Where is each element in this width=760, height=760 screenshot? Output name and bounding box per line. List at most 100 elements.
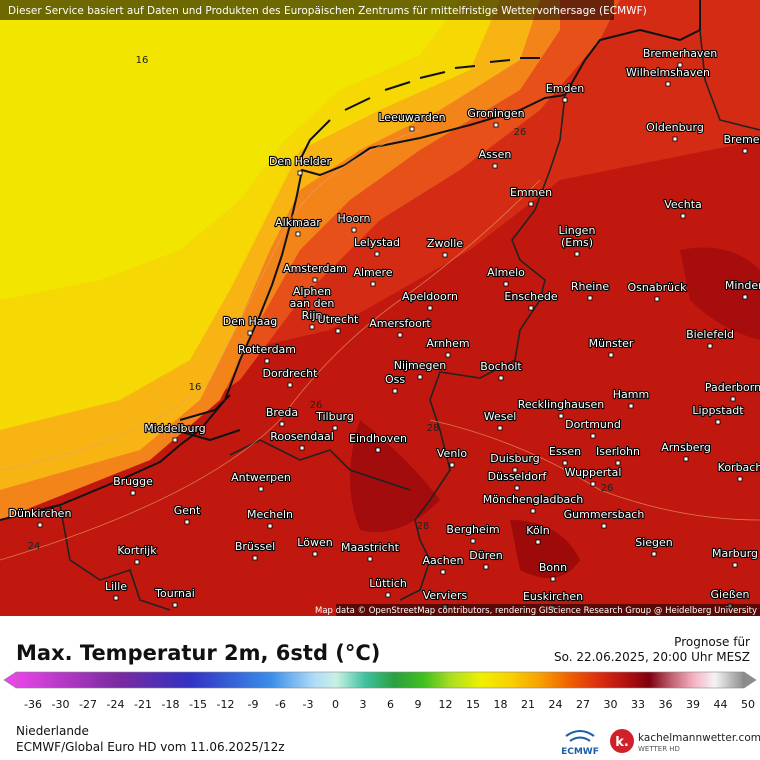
city-label: Löwen <box>297 536 332 549</box>
city-dot <box>172 602 178 608</box>
city-label: Maastricht <box>341 541 400 554</box>
city-label: Kortrijk <box>117 544 157 557</box>
city-dot <box>385 592 391 598</box>
city-label: Essen <box>549 445 581 458</box>
colorbar-tick-label: 27 <box>576 698 590 711</box>
city-label: Recklinghausen <box>518 398 605 411</box>
city-dot <box>654 296 660 302</box>
city-label: Düren <box>469 549 502 562</box>
notice: Dieser Service basiert auf Daten und Pro… <box>8 5 647 17</box>
colorbar-tick-label: 6 <box>387 698 394 711</box>
city-dot <box>677 62 683 68</box>
city-dot <box>503 281 509 287</box>
colorbar-tick-label: -18 <box>162 698 180 711</box>
svg-text:k.: k. <box>615 735 629 750</box>
city-label: Siegen <box>635 536 673 549</box>
city-label: Almelo <box>487 266 525 279</box>
city-label: Amsterdam <box>283 262 347 275</box>
city-dot <box>732 562 738 568</box>
colorbar-tick-label: 18 <box>494 698 508 711</box>
colorbar <box>15 671 745 689</box>
colorbar-end <box>3 671 17 689</box>
brand-sub: WETTER HD <box>638 745 680 753</box>
city-label: Apeldoorn <box>402 290 458 303</box>
city-dot <box>312 277 318 283</box>
city-dot <box>417 374 423 380</box>
city-label: Emmen <box>510 186 552 199</box>
city-label: Marburg <box>712 547 758 560</box>
field <box>680 247 760 340</box>
city-dot <box>279 421 285 427</box>
city-label: Minden <box>725 279 760 292</box>
city-label: Enschede <box>504 290 557 303</box>
colorbar-tick-label: -12 <box>217 698 235 711</box>
city-label: Venlo <box>437 447 467 460</box>
city-dot <box>497 425 503 431</box>
city-dot <box>351 227 357 233</box>
colorbar-tick-label: 21 <box>521 698 535 711</box>
city-label: Gummersbach <box>564 508 645 521</box>
city-label: Roosendaal <box>270 430 334 443</box>
city-dot <box>258 486 264 492</box>
city-label: Arnsberg <box>661 441 711 454</box>
city-label: Assen <box>479 148 512 161</box>
city-dot <box>483 564 489 570</box>
city-dot <box>562 97 568 103</box>
city-dot <box>335 328 341 334</box>
brand-logo[interactable]: k. kachelmannwetter.com WETTER HD <box>610 729 760 753</box>
city-label: Mönchengladbach <box>483 493 583 506</box>
city-label: Brugge <box>113 475 153 488</box>
contour-label: 26 <box>310 400 323 411</box>
city-label: (Ems) <box>561 236 593 249</box>
city-dot <box>332 425 338 431</box>
city-dot <box>252 555 258 561</box>
city-label: Hamm <box>613 388 649 401</box>
city-label: Arnhem <box>426 337 469 350</box>
city-dot <box>558 413 564 419</box>
contour-label: 16 <box>189 382 202 393</box>
field <box>350 420 440 532</box>
field <box>0 0 460 300</box>
city-label: Hoorn <box>337 212 370 225</box>
city-dot <box>247 330 253 336</box>
city-dot <box>574 251 580 257</box>
city-dot <box>440 569 446 575</box>
brand-name[interactable]: kachelmannwetter.com <box>638 732 760 744</box>
city-label: Groningen <box>467 107 524 120</box>
coastline <box>0 0 701 521</box>
city-dot <box>184 519 190 525</box>
borders <box>59 29 760 611</box>
city-dot <box>512 467 518 473</box>
city-label: Middelburg <box>144 422 206 435</box>
city-label: Oldenburg <box>646 121 704 134</box>
city-label: Bonn <box>539 561 567 574</box>
city-label: Nijmegen <box>394 359 447 372</box>
city-label: Antwerpen <box>231 471 291 484</box>
city-label: Lille <box>105 580 127 593</box>
city-label: Tournai <box>154 587 195 600</box>
notice-bar <box>0 0 614 20</box>
city-dot <box>309 324 315 330</box>
colorbar-tick-label: -30 <box>52 698 70 711</box>
city-label: Wuppertal <box>565 466 622 479</box>
city-dot <box>730 396 736 402</box>
city-dot <box>535 539 541 545</box>
city-dot <box>172 437 178 443</box>
colorbar-tick-label: 50 <box>741 698 755 711</box>
city-dot <box>492 163 498 169</box>
city-label: Bremen <box>723 133 760 146</box>
contour-label: 28 <box>417 521 430 532</box>
city-dot <box>601 523 607 529</box>
city-dot <box>514 485 520 491</box>
city-dot <box>615 460 621 466</box>
colorbar-tick-label: -15 <box>189 698 207 711</box>
forecast-label: Prognose für <box>674 635 750 649</box>
colorbar-tick-label: 24 <box>549 698 563 711</box>
city-label: Vechta <box>664 198 702 211</box>
colorbar-tick-label: -6 <box>275 698 286 711</box>
contour-label: 26 <box>601 483 614 494</box>
city-label: Aachen <box>422 554 463 567</box>
city-dot <box>374 251 380 257</box>
region: Niederlande <box>16 724 89 738</box>
city-dot <box>397 332 403 338</box>
